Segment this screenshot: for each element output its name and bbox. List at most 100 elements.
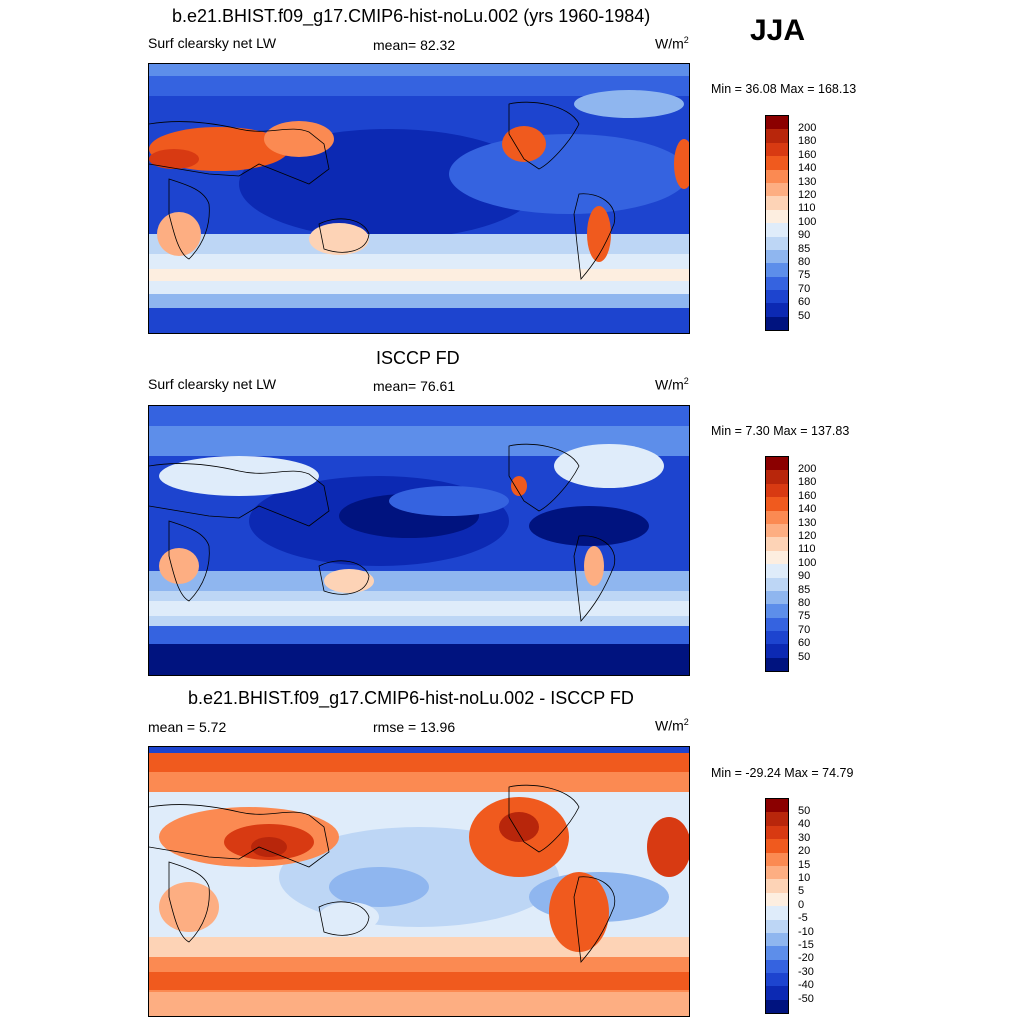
panel1-colorbar-swatch bbox=[766, 129, 788, 143]
panel3-colorbar-swatch bbox=[766, 986, 788, 1000]
colorbar-tick-label: -40 bbox=[798, 979, 814, 992]
colorbar-tick-label: 15 bbox=[798, 858, 811, 871]
panel2-variable-label: Surf clearsky net LW bbox=[148, 376, 277, 392]
colorbar-tick-label: -30 bbox=[798, 965, 814, 978]
panel2-colorbar-swatch bbox=[766, 470, 788, 484]
colorbar-tick-label: 130 bbox=[798, 516, 817, 529]
colorbar-tick-label: 50 bbox=[798, 650, 811, 663]
colorbar-tick-label: -15 bbox=[798, 939, 814, 951]
panel1-colorbar-swatch bbox=[766, 209, 788, 224]
panel3-colorbar-swatch bbox=[766, 999, 788, 1014]
panel2-colorbar-swatch bbox=[766, 617, 788, 632]
colorbar-tick-label: 60 bbox=[798, 296, 811, 309]
panel1-units: W/m2 bbox=[655, 35, 689, 52]
colorbar-tick-label: 120 bbox=[798, 530, 817, 542]
panel3-units: W/m2 bbox=[655, 717, 689, 734]
colorbar-tick-label: 70 bbox=[798, 623, 811, 636]
panel1-variable-label: Surf clearsky net LW bbox=[148, 35, 277, 51]
panel3-colorbar bbox=[765, 798, 789, 1015]
colorbar-tick-label: -5 bbox=[798, 912, 808, 925]
panel3-colorbar-swatch bbox=[766, 812, 788, 826]
panel1-colorbar-swatch bbox=[766, 316, 788, 331]
panel1-colorbar-swatch bbox=[766, 142, 788, 157]
colorbar-tick-label: 75 bbox=[798, 610, 811, 623]
colorbar-tick-label: 140 bbox=[798, 503, 817, 516]
colorbar-tick-label: 110 bbox=[798, 202, 816, 215]
colorbar-tick-label: 120 bbox=[798, 189, 817, 201]
panel3-colorbar-swatch bbox=[766, 799, 788, 813]
panel2-colorbar-swatch bbox=[766, 644, 788, 658]
panel3-colorbar-swatch bbox=[766, 865, 788, 880]
colorbar-tick-label: 90 bbox=[798, 229, 811, 242]
panel2-minmax: Min = 7.30 Max = 137.83 bbox=[711, 424, 850, 438]
colorbar-tick-label: 5 bbox=[798, 885, 805, 898]
colorbar-tick-label: 50 bbox=[798, 805, 811, 817]
panel2-title: ISCCP FD bbox=[376, 348, 460, 368]
panel1-colorbar-swatch bbox=[766, 276, 788, 291]
colorbar-tick-label: 0 bbox=[798, 898, 805, 911]
colorbar-tick-label: 100 bbox=[798, 556, 817, 569]
colorbar-tick-label: 130 bbox=[798, 175, 817, 188]
panel2-map bbox=[148, 405, 690, 676]
panel2-colorbar-swatch bbox=[766, 497, 788, 511]
panel1-colorbar-swatch bbox=[766, 196, 788, 210]
colorbar-tick-label: 60 bbox=[798, 637, 811, 650]
panel1-colorbar bbox=[765, 115, 789, 332]
panel1-map bbox=[148, 63, 690, 334]
panel1-colorbar-swatch bbox=[766, 263, 788, 277]
colorbar-tick-label: 100 bbox=[798, 215, 817, 228]
panel1-colorbar-swatch bbox=[766, 236, 788, 250]
colorbar-tick-label: 90 bbox=[798, 570, 811, 583]
panel2-colorbar-swatch bbox=[766, 510, 788, 524]
panel1-mean-label: mean= 82.32 bbox=[373, 37, 456, 53]
colorbar-tick-label: 200 bbox=[798, 122, 817, 134]
panel3-minmax: Min = -29.24 Max = 74.79 bbox=[711, 766, 854, 780]
season-label: JJA bbox=[750, 14, 806, 47]
panel3-colorbar-swatch bbox=[766, 825, 788, 840]
panel2-units: W/m2 bbox=[655, 376, 689, 393]
panel3-colorbar-swatch bbox=[766, 946, 788, 960]
panel3-colorbar-swatch bbox=[766, 879, 788, 893]
panel2-colorbar-swatch bbox=[766, 657, 788, 672]
panel2-colorbar-swatch bbox=[766, 550, 788, 565]
panel3-colorbar-swatch bbox=[766, 932, 788, 947]
panel2-colorbar-swatch bbox=[766, 523, 788, 538]
panel3-colorbar-swatch bbox=[766, 959, 788, 974]
panel3-mean-label: mean = 5.72 bbox=[148, 719, 227, 735]
panel3-map bbox=[148, 746, 690, 1017]
panel2-colorbar bbox=[765, 456, 789, 673]
panel1-colorbar-swatch bbox=[766, 223, 788, 237]
panel1-colorbar-swatch bbox=[766, 116, 788, 130]
colorbar-tick-label: -50 bbox=[798, 992, 814, 1005]
panel2-colorbar-swatch bbox=[766, 631, 788, 645]
colorbar-tick-label: 160 bbox=[798, 148, 817, 161]
panel2-colorbar-swatch bbox=[766, 483, 788, 498]
panel2-colorbar-swatch bbox=[766, 577, 788, 591]
panel1-title: b.e21.BHIST.f09_g17.CMIP6-hist-noLu.002 … bbox=[172, 6, 651, 26]
panel3-colorbar-swatch bbox=[766, 906, 788, 920]
panel1-colorbar-swatch bbox=[766, 156, 788, 170]
panel3-colorbar-swatch bbox=[766, 892, 788, 907]
panel2-mean-label: mean= 76.61 bbox=[373, 378, 456, 394]
panel1-colorbar-swatch bbox=[766, 169, 788, 183]
panel3-colorbar-swatch bbox=[766, 839, 788, 853]
panel2-colorbar-swatch bbox=[766, 590, 788, 605]
colorbar-tick-label: 50 bbox=[798, 309, 811, 322]
panel1-colorbar-swatch bbox=[766, 290, 788, 304]
colorbar-tick-label: 10 bbox=[798, 872, 811, 884]
colorbar-tick-label: -20 bbox=[798, 952, 814, 965]
colorbar-tick-label: 20 bbox=[798, 845, 811, 858]
colorbar-tick-label: 80 bbox=[798, 597, 811, 609]
panel2-colorbar-swatch bbox=[766, 457, 788, 471]
colorbar-tick-label: -10 bbox=[798, 925, 814, 938]
colorbar-tick-label: 200 bbox=[798, 463, 817, 475]
colorbar-tick-label: 40 bbox=[798, 818, 811, 831]
panel2-colorbar-swatch bbox=[766, 537, 788, 551]
colorbar-tick-label: 75 bbox=[798, 269, 811, 282]
colorbar-tick-label: 30 bbox=[798, 831, 811, 844]
panel1-colorbar-swatch bbox=[766, 249, 788, 264]
colorbar-tick-label: 160 bbox=[798, 489, 817, 502]
panel1-colorbar-swatch bbox=[766, 182, 788, 197]
colorbar-tick-label: 110 bbox=[798, 543, 816, 556]
colorbar-tick-label: 180 bbox=[798, 135, 817, 148]
